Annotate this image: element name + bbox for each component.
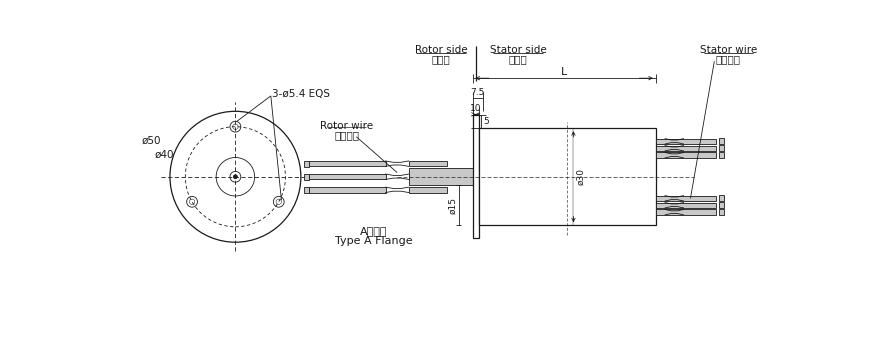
Bar — [719, 145, 724, 151]
Bar — [304, 161, 310, 167]
Bar — [408, 187, 447, 192]
Text: 定子边: 定子边 — [509, 54, 527, 64]
Bar — [656, 146, 716, 151]
Circle shape — [233, 175, 238, 178]
Text: Stator wire: Stator wire — [700, 45, 757, 55]
Bar — [719, 138, 724, 145]
Bar — [656, 153, 716, 158]
Bar — [309, 161, 385, 166]
Bar — [719, 202, 724, 208]
Bar — [408, 168, 473, 185]
Text: 7.5: 7.5 — [471, 88, 485, 97]
Text: A型法兰: A型法兰 — [360, 226, 388, 236]
Bar — [719, 195, 724, 201]
Text: 转子出线: 转子出线 — [334, 130, 360, 140]
Text: ø50: ø50 — [141, 136, 161, 146]
Bar — [656, 139, 716, 144]
Text: 转子边: 转子边 — [431, 54, 451, 64]
Bar — [309, 174, 385, 180]
Text: ø40: ø40 — [154, 149, 174, 159]
Bar — [719, 152, 724, 158]
Bar — [656, 209, 716, 215]
Bar — [479, 128, 656, 225]
Text: Stator side: Stator side — [489, 45, 546, 55]
Text: L: L — [561, 67, 568, 77]
Text: 3-ø5.4 EQS: 3-ø5.4 EQS — [273, 89, 330, 99]
Text: Rotor wire: Rotor wire — [320, 121, 374, 131]
Bar — [719, 209, 724, 215]
Bar — [304, 174, 310, 180]
Bar — [304, 187, 310, 193]
Bar — [309, 187, 385, 192]
Bar — [408, 174, 447, 180]
Text: 10: 10 — [470, 105, 481, 113]
Bar — [656, 196, 716, 201]
Text: 5: 5 — [483, 117, 489, 126]
Bar — [408, 161, 447, 166]
Text: 定子出线: 定子出线 — [715, 54, 741, 64]
Text: ø30: ø30 — [576, 168, 585, 185]
Bar — [656, 203, 716, 208]
Text: ø15: ø15 — [448, 197, 458, 214]
Text: Rotor side: Rotor side — [414, 45, 467, 55]
Text: Type A Flange: Type A Flange — [335, 236, 413, 246]
Bar — [473, 115, 479, 238]
